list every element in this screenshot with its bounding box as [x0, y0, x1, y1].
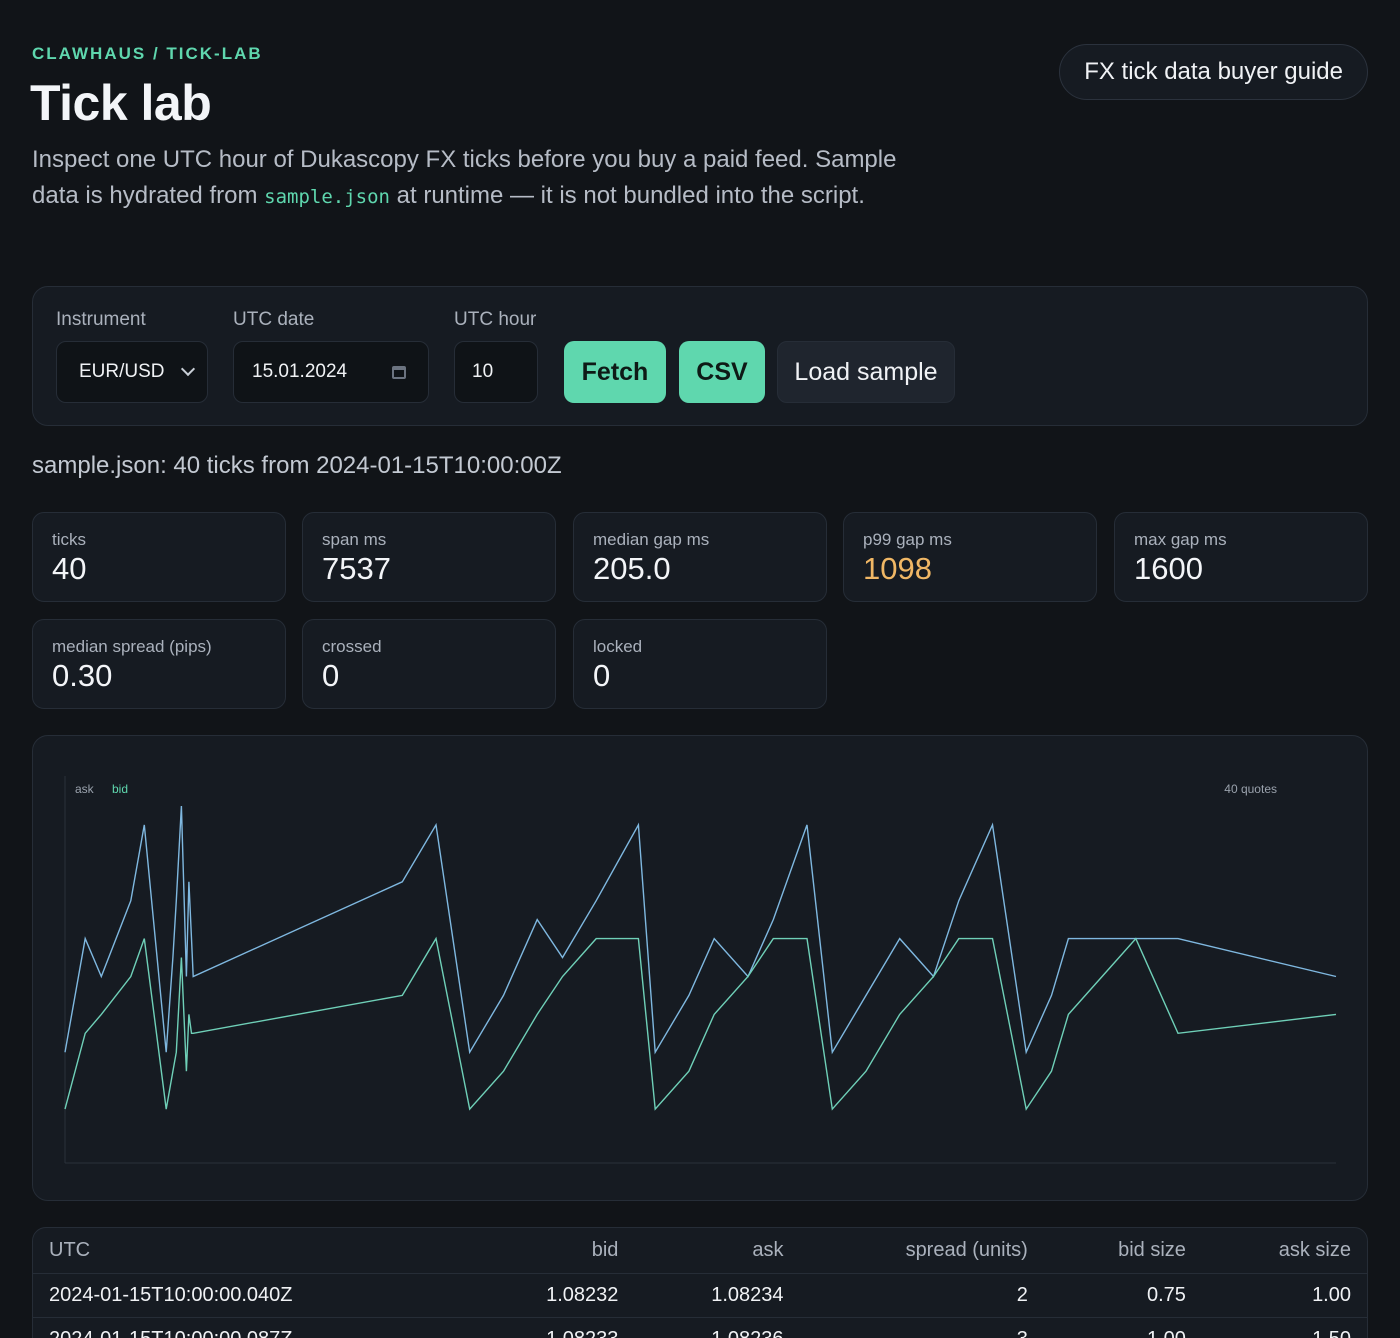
cell-ask: 1.08236 — [634, 1317, 800, 1338]
series-line-ask — [64, 805, 1337, 1055]
stat-label: max gap ms — [1134, 530, 1227, 549]
instrument-value: EUR/USD — [79, 361, 165, 382]
date-input[interactable]: 15.01.2024 — [233, 341, 429, 403]
cell-spread: 2 — [799, 1273, 1044, 1318]
column-header-ask: ask — [634, 1228, 800, 1274]
stat-card-p99-gap: p99 gap ms 1098 — [843, 512, 1097, 602]
intro-after: at runtime — it is not bundled into the … — [389, 182, 865, 209]
column-header-bid: bid — [469, 1228, 635, 1274]
cell-ask-size: 1.00 — [1201, 1273, 1367, 1318]
cell-bid-size: 0.75 — [1043, 1273, 1202, 1318]
controls-panel: Instrument EUR/USD UTC date 15.01.2024 U… — [32, 286, 1368, 426]
cell-utc: 2024-01-15T10:00:00.087Z — [33, 1317, 470, 1338]
intro-before: Inspect one UTC hour of Dukascopy FX tic… — [32, 146, 897, 209]
hour-input[interactable]: 10 — [454, 341, 538, 403]
stat-value: 0.30 — [52, 658, 113, 693]
breadcrumb: CLAWHAUS / TICK-LAB — [32, 44, 263, 63]
chart-annotation: 40 quotes — [1224, 782, 1277, 796]
csv-button[interactable]: CSV — [679, 341, 765, 403]
stat-card-span: span ms 7537 — [302, 512, 556, 602]
stat-card-max-gap: max gap ms 1600 — [1114, 512, 1368, 602]
table-row: 2024-01-15T10:00:00.087Z 1.08233 1.08236… — [33, 1317, 1367, 1338]
cell-ask: 1.08234 — [634, 1273, 800, 1318]
stat-value: 40 — [52, 551, 87, 586]
stat-label: median spread (pips) — [52, 637, 212, 656]
cell-spread: 3 — [799, 1317, 1044, 1338]
hour-label: UTC hour — [454, 309, 537, 330]
column-header-ask-size: ask size — [1201, 1228, 1367, 1274]
stat-label: crossed — [322, 637, 382, 656]
column-header-spread: spread (units) — [799, 1228, 1044, 1274]
series-line-bid — [64, 936, 1337, 1111]
tick-chart-svg: ask bid 40 quotes — [64, 776, 1337, 1164]
calendar-icon[interactable] — [392, 366, 406, 379]
stat-card-ticks: ticks 40 — [32, 512, 286, 602]
stat-value: 205.0 — [593, 551, 671, 586]
date-value: 15.01.2024 — [252, 361, 348, 382]
cell-ask-size: 1.50 — [1201, 1317, 1367, 1338]
stat-card-median-spread: median spread (pips) 0.30 — [32, 619, 286, 709]
tick-table: UTC bid ask spread (units) bid size ask … — [32, 1227, 1368, 1338]
status-text: sample.json: 40 ticks from 2024-01-15T10… — [32, 452, 562, 479]
load-sample-button[interactable]: Load sample — [777, 341, 955, 403]
intro-code: sample.json — [264, 186, 390, 208]
stat-label: median gap ms — [593, 530, 710, 549]
stat-label: p99 gap ms — [863, 530, 952, 549]
stat-card-median-gap: median gap ms 205.0 — [573, 512, 827, 602]
stat-card-crossed: crossed 0 — [302, 619, 556, 709]
stat-card-locked: locked 0 — [573, 619, 827, 709]
intro-text: Inspect one UTC hour of Dukascopy FX tic… — [32, 142, 912, 215]
stat-value: 1600 — [1134, 551, 1203, 586]
table-row: 2024-01-15T10:00:00.040Z 1.08232 1.08234… — [33, 1273, 1367, 1318]
stat-label: locked — [593, 637, 643, 656]
tick-chart: ask bid 40 quotes — [32, 735, 1368, 1201]
cell-bid: 1.08233 — [469, 1317, 635, 1338]
table-header-row: UTC bid ask spread (units) bid size ask … — [33, 1228, 1367, 1274]
hour-value: 10 — [472, 361, 494, 382]
legend-ask: ask — [75, 782, 95, 796]
stat-value: 1098 — [863, 551, 932, 586]
date-label: UTC date — [233, 309, 315, 330]
legend-bid: bid — [112, 782, 128, 796]
column-header-utc: UTC — [33, 1228, 470, 1274]
instrument-select[interactable]: EUR/USD — [56, 341, 208, 403]
stat-value: 7537 — [322, 551, 391, 586]
stat-value: 0 — [322, 658, 340, 693]
page-title: Tick lab — [30, 75, 212, 131]
instrument-label: Instrument — [56, 309, 146, 330]
cell-utc: 2024-01-15T10:00:00.040Z — [33, 1273, 470, 1318]
buyer-guide-button[interactable]: FX tick data buyer guide — [1059, 44, 1368, 100]
fetch-button[interactable]: Fetch — [564, 341, 666, 403]
stat-label: span ms — [322, 530, 387, 549]
stat-label: ticks — [52, 530, 86, 549]
cell-bid-size: 1.00 — [1043, 1317, 1202, 1338]
cell-bid: 1.08232 — [469, 1273, 635, 1318]
stat-value: 0 — [593, 658, 611, 693]
column-header-bid-size: bid size — [1043, 1228, 1202, 1274]
chevron-down-icon — [180, 361, 196, 377]
